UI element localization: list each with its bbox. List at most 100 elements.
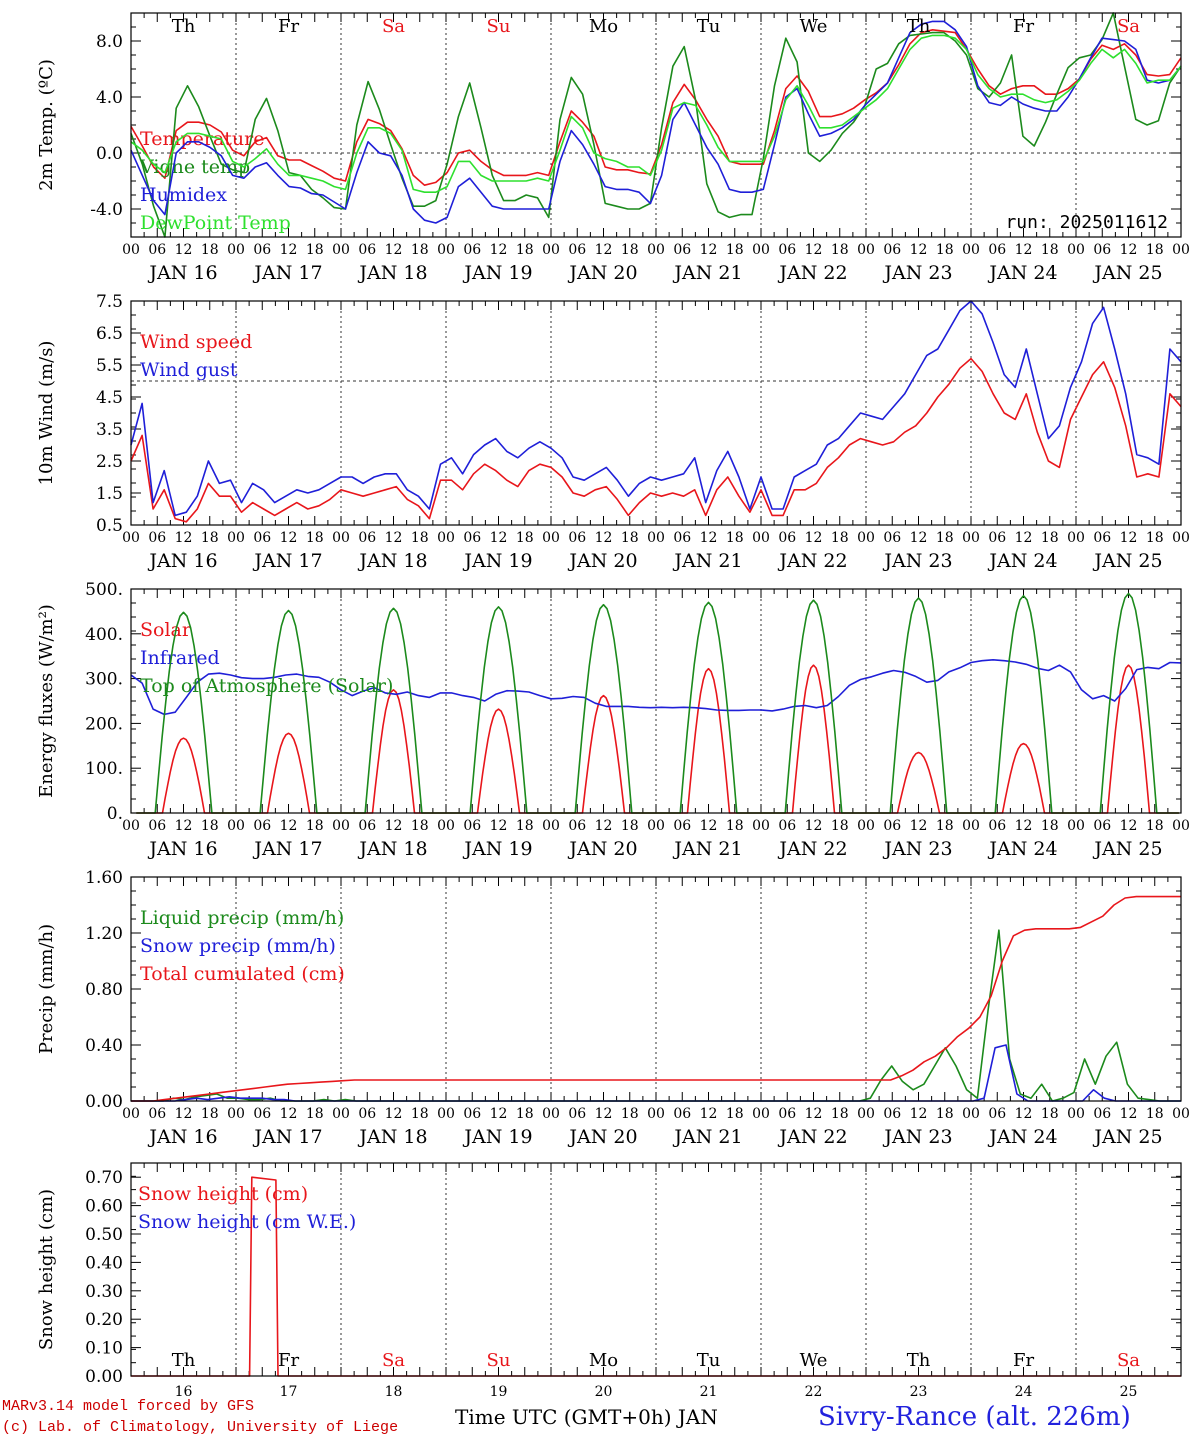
- day-label: Tu: [697, 16, 721, 37]
- y-axis-label: Precip (mm/h): [36, 924, 57, 1054]
- x-hour-label: 00: [122, 242, 140, 258]
- x-hour-label: 00: [962, 1106, 980, 1122]
- x-hour-label: 06: [673, 530, 691, 546]
- x-hour-label: 06: [883, 530, 901, 546]
- x-hour-label: 18: [936, 530, 954, 546]
- y-tick-label: 300.: [85, 670, 123, 690]
- x-hour-label: 00: [122, 530, 140, 546]
- x-date-label: JAN 24: [987, 262, 1057, 284]
- x-hour-label: 06: [253, 818, 271, 834]
- x-hour-label: 00: [122, 1106, 140, 1122]
- x-date-label: JAN 22: [777, 1126, 847, 1148]
- series-line-wind-gust: [130, 300, 1182, 517]
- x-hour-label: 00: [752, 242, 770, 258]
- x-hour-label: 12: [490, 818, 508, 834]
- day-label: Sa: [1117, 16, 1140, 37]
- x-hour-label: 12: [280, 818, 298, 834]
- x-hour-label: 06: [358, 242, 376, 258]
- x-hour-label: 18: [516, 1106, 534, 1122]
- x-hour-label: 06: [463, 1106, 481, 1122]
- plot-frame: [130, 300, 1182, 526]
- x-hour-label: 06: [1093, 530, 1111, 546]
- x-hour-label: 06: [463, 530, 481, 546]
- legend-wind-gust: Wind gust: [140, 359, 238, 381]
- y-tick-label: -4.0: [90, 200, 123, 220]
- x-hour-label: 00: [1172, 818, 1190, 834]
- x-hour-label: 06: [883, 818, 901, 834]
- y-tick-label: 0.: [107, 804, 123, 824]
- legend-dewpoint-temp: DewPoint Temp: [140, 212, 291, 234]
- x-hour-label: 18: [831, 818, 849, 834]
- x-hour-label: 18: [831, 530, 849, 546]
- x-hour-label: 18: [726, 1106, 744, 1122]
- y-tick-label: 7.5: [96, 292, 123, 312]
- y-tick-label: 1.60: [85, 868, 123, 888]
- x-hour-label: 06: [778, 530, 796, 546]
- x-hour-label: 06: [148, 818, 166, 834]
- y-tick-label: 1.20: [85, 924, 123, 944]
- x-date-label: JAN 18: [357, 838, 427, 860]
- x-day-number: 16: [175, 1384, 193, 1400]
- x-date-label: JAN 23: [882, 838, 952, 860]
- y-tick-label: 3.5: [96, 420, 123, 440]
- x-date-label: JAN 17: [252, 550, 322, 572]
- x-hour-label: 00: [437, 1106, 455, 1122]
- x-hour-label: 00: [1067, 1106, 1085, 1122]
- x-date-label: JAN 19: [462, 550, 532, 572]
- day-label: Tu: [697, 1350, 721, 1371]
- y-tick-label: 0.40: [85, 1036, 123, 1056]
- x-hour-label: 12: [805, 818, 823, 834]
- y-tick-label: 0.80: [85, 980, 123, 1000]
- x-hour-label: 00: [542, 818, 560, 834]
- x-hour-label: 18: [726, 530, 744, 546]
- y-tick-label: 0.40: [85, 1253, 123, 1273]
- x-hour-label: 12: [385, 1106, 403, 1122]
- run-label: run: 2025011612: [1005, 212, 1168, 233]
- day-label: Th: [172, 16, 196, 37]
- day-label: Th: [907, 16, 931, 37]
- x-day-number: 25: [1120, 1384, 1138, 1400]
- x-hour-label: 06: [988, 242, 1006, 258]
- x-hour-label: 00: [1067, 530, 1085, 546]
- x-hour-label: 12: [805, 530, 823, 546]
- x-hour-label: 06: [358, 818, 376, 834]
- x-date-label: JAN 25: [1092, 262, 1162, 284]
- x-hour-label: 18: [1146, 530, 1164, 546]
- x-day-number: 22: [805, 1384, 823, 1400]
- x-day-number: 18: [385, 1384, 403, 1400]
- x-hour-label: 18: [1041, 1106, 1059, 1122]
- x-hour-label: 12: [280, 242, 298, 258]
- y-tick-label: 500.: [85, 580, 123, 600]
- x-hour-label: 12: [700, 1106, 718, 1122]
- x-hour-label: 00: [122, 818, 140, 834]
- x-hour-label: 00: [227, 530, 245, 546]
- x-date-label: JAN 20: [567, 1126, 637, 1148]
- legend-solar: Solar: [140, 619, 192, 641]
- axis-title: Time UTC (GMT+0h): [455, 1405, 672, 1429]
- x-date-label: JAN 21: [672, 1126, 742, 1148]
- x-hour-label: 00: [437, 242, 455, 258]
- x-hour-label: 12: [490, 1106, 508, 1122]
- x-hour-label: 00: [332, 530, 350, 546]
- x-hour-label: 12: [385, 818, 403, 834]
- x-date-label: JAN 19: [462, 1126, 532, 1148]
- x-hour-label: 12: [1120, 530, 1138, 546]
- x-hour-label: 00: [227, 818, 245, 834]
- x-date-label: JAN 22: [777, 550, 847, 572]
- legend-top-of-atmosphere-solar-: Top of Atmosphere (Solar): [140, 675, 393, 697]
- x-hour-label: 18: [411, 530, 429, 546]
- x-date-label: JAN 16: [147, 838, 217, 860]
- legend-vigne-temp: Vigne temp: [139, 156, 250, 178]
- x-date-label: JAN 24: [987, 838, 1057, 860]
- x-hour-label: 18: [306, 1106, 324, 1122]
- y-axis-label: 2m Temp. (ºC): [36, 59, 57, 191]
- x-day-number: 19: [490, 1384, 508, 1400]
- plot-frame: [130, 1162, 1182, 1377]
- x-hour-label: 12: [1015, 1106, 1033, 1122]
- x-hour-label: 18: [1041, 530, 1059, 546]
- x-hour-label: 12: [805, 242, 823, 258]
- x-hour-label: 12: [490, 242, 508, 258]
- day-label: We: [800, 1350, 828, 1371]
- x-hour-label: 18: [621, 242, 639, 258]
